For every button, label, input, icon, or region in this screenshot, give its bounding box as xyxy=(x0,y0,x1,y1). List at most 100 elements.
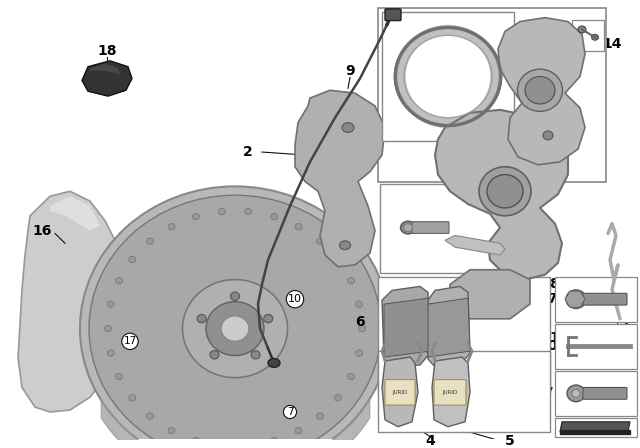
Ellipse shape xyxy=(129,256,136,263)
Ellipse shape xyxy=(129,395,136,401)
Ellipse shape xyxy=(334,256,341,263)
Bar xyxy=(378,8,606,182)
Text: 14: 14 xyxy=(602,37,621,51)
Ellipse shape xyxy=(339,241,351,250)
Text: 13: 13 xyxy=(451,194,470,208)
Polygon shape xyxy=(565,291,585,307)
Ellipse shape xyxy=(244,443,252,448)
Ellipse shape xyxy=(348,278,355,284)
Ellipse shape xyxy=(487,175,523,208)
Ellipse shape xyxy=(218,208,225,215)
Ellipse shape xyxy=(316,413,323,419)
Ellipse shape xyxy=(316,238,323,244)
Ellipse shape xyxy=(358,325,365,332)
Ellipse shape xyxy=(572,389,580,397)
Bar xyxy=(378,351,550,431)
Polygon shape xyxy=(382,357,418,426)
Ellipse shape xyxy=(218,443,225,448)
Ellipse shape xyxy=(342,123,354,133)
Ellipse shape xyxy=(591,34,598,40)
Ellipse shape xyxy=(210,351,219,359)
Ellipse shape xyxy=(295,427,302,434)
Text: 10: 10 xyxy=(538,339,557,353)
Text: 7: 7 xyxy=(287,407,293,417)
Ellipse shape xyxy=(147,238,154,244)
Ellipse shape xyxy=(401,221,415,234)
FancyBboxPatch shape xyxy=(583,293,627,305)
Ellipse shape xyxy=(543,131,553,140)
Polygon shape xyxy=(435,110,568,280)
Ellipse shape xyxy=(192,214,199,220)
Ellipse shape xyxy=(230,292,239,301)
Ellipse shape xyxy=(108,301,115,307)
Ellipse shape xyxy=(334,395,341,401)
Ellipse shape xyxy=(295,224,302,230)
Ellipse shape xyxy=(168,224,175,230)
Ellipse shape xyxy=(356,301,363,307)
Ellipse shape xyxy=(244,208,252,215)
Text: 6: 6 xyxy=(355,315,365,329)
Text: 11: 11 xyxy=(430,276,450,289)
Polygon shape xyxy=(450,270,530,319)
Ellipse shape xyxy=(567,385,585,402)
Polygon shape xyxy=(428,298,470,357)
FancyBboxPatch shape xyxy=(412,222,449,233)
Ellipse shape xyxy=(403,224,413,232)
Ellipse shape xyxy=(525,77,555,104)
Ellipse shape xyxy=(206,302,264,356)
Ellipse shape xyxy=(80,186,390,448)
Ellipse shape xyxy=(168,427,175,434)
FancyBboxPatch shape xyxy=(583,388,627,399)
Polygon shape xyxy=(428,286,470,367)
Polygon shape xyxy=(50,196,100,231)
FancyBboxPatch shape xyxy=(434,379,466,405)
Polygon shape xyxy=(560,422,630,431)
Bar xyxy=(555,371,637,416)
FancyBboxPatch shape xyxy=(385,9,401,21)
Polygon shape xyxy=(82,61,132,96)
Ellipse shape xyxy=(147,413,154,419)
Text: 4: 4 xyxy=(425,435,435,448)
Ellipse shape xyxy=(221,316,249,341)
Text: 8: 8 xyxy=(549,277,559,292)
Text: JURID: JURID xyxy=(392,390,408,395)
Ellipse shape xyxy=(578,26,586,33)
Ellipse shape xyxy=(104,325,111,332)
Ellipse shape xyxy=(89,195,381,448)
Text: 15: 15 xyxy=(480,54,500,68)
Polygon shape xyxy=(295,90,385,267)
Text: 17: 17 xyxy=(124,336,136,346)
Bar xyxy=(555,418,637,438)
Polygon shape xyxy=(90,64,120,74)
Ellipse shape xyxy=(356,350,363,356)
Bar xyxy=(555,276,637,322)
Text: 5: 5 xyxy=(505,435,515,448)
Text: 3: 3 xyxy=(619,317,629,331)
Bar xyxy=(380,185,518,273)
Ellipse shape xyxy=(271,437,278,444)
Ellipse shape xyxy=(264,314,273,323)
Ellipse shape xyxy=(115,278,122,284)
Text: 7: 7 xyxy=(543,386,553,401)
Ellipse shape xyxy=(479,167,531,216)
Polygon shape xyxy=(384,298,430,357)
Ellipse shape xyxy=(268,358,280,367)
Polygon shape xyxy=(498,17,585,165)
Ellipse shape xyxy=(197,314,206,323)
Ellipse shape xyxy=(192,437,199,444)
Text: 440305: 440305 xyxy=(596,430,632,439)
Text: 2: 2 xyxy=(243,145,253,159)
Bar xyxy=(378,276,550,394)
Ellipse shape xyxy=(348,373,355,380)
Polygon shape xyxy=(560,430,630,434)
Text: 10: 10 xyxy=(288,294,302,304)
Text: 12: 12 xyxy=(390,204,410,218)
Bar xyxy=(572,20,604,51)
Bar xyxy=(555,324,637,369)
Ellipse shape xyxy=(518,69,563,112)
Ellipse shape xyxy=(182,280,287,378)
Ellipse shape xyxy=(271,214,278,220)
Text: 9: 9 xyxy=(345,64,355,78)
Polygon shape xyxy=(432,357,470,426)
Text: JURID: JURID xyxy=(442,390,458,395)
